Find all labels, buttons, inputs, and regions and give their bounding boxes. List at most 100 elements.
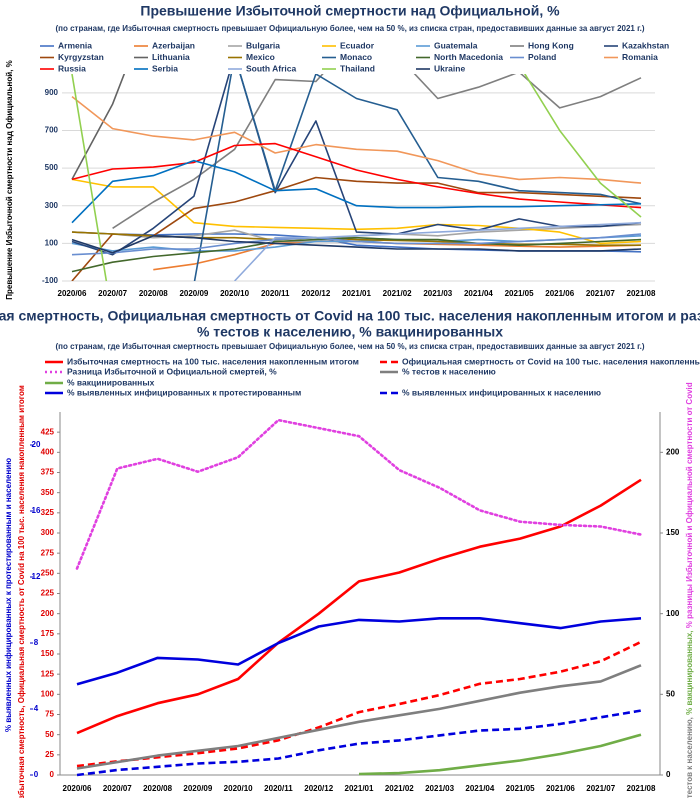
- legend-label: Mexico: [246, 52, 275, 62]
- x-tick-label: 2020/07: [103, 784, 132, 793]
- x-tick-label: 2021/01: [345, 784, 374, 793]
- x-tick-label: 2020/07: [98, 289, 127, 298]
- legend-label: % вакцинированных: [67, 377, 155, 387]
- x-tick-label: 2021/06: [545, 289, 574, 298]
- x-tick-label: 2020/11: [261, 289, 290, 298]
- legend-label: Избыточная смертность на 100 тыс. населе…: [67, 356, 359, 366]
- legend-label: Russia: [58, 63, 86, 73]
- y2-tick-label: 50: [666, 689, 675, 698]
- x-tick-label: 2020/09: [183, 784, 212, 793]
- y-tick-label: 175: [41, 629, 55, 638]
- legend-label: Bulgaria: [246, 40, 280, 50]
- x-tick-label: 2020/06: [63, 784, 92, 793]
- y3-tick-label: 4: [34, 704, 39, 713]
- legend-label: South Africa: [246, 63, 296, 73]
- x-tick-label: 2021/08: [627, 289, 656, 298]
- x-tick-label: 2021/05: [505, 289, 534, 298]
- y-tick-label: 300: [45, 201, 59, 210]
- y-tick-label: 50: [45, 730, 54, 739]
- chart-title: % тестов к населению, % вакцинированных: [197, 324, 503, 340]
- x-tick-label: 2020/12: [304, 784, 333, 793]
- y-tick-label: 200: [41, 609, 55, 618]
- y2-tick-label: 100: [666, 609, 680, 618]
- legend-label: % выявленных инфицированных к протестиро…: [67, 387, 301, 397]
- y-tick-label: 700: [45, 126, 59, 135]
- y-tick-label: 300: [41, 528, 55, 537]
- series-line: [71, 142, 642, 209]
- y2-axis-label: % тестов к населению, % вакцинированных,…: [685, 382, 694, 798]
- y3-tick-label: 16: [32, 506, 41, 515]
- y-tick-label: 100: [41, 689, 55, 698]
- legend-label: Azerbaijan: [152, 40, 195, 50]
- series-line: [71, 236, 642, 273]
- x-tick-label: 2020/09: [179, 289, 208, 298]
- series-line: [76, 617, 642, 686]
- y-tick-label: 250: [41, 568, 55, 577]
- legend-label: Kazakhstan: [622, 40, 669, 50]
- series-line: [71, 159, 642, 224]
- chart-subtitle: (по странам, где Избыточная смертность п…: [55, 342, 644, 351]
- series-line: [71, 95, 642, 184]
- y-tick-label: 25: [45, 750, 54, 759]
- x-tick-label: 2020/11: [264, 784, 293, 793]
- legend-label: Kyrgyzstan: [58, 52, 104, 62]
- y3-axis-label: % выявленных инфицированных к протестиро…: [4, 458, 13, 732]
- y2-tick-label: 200: [666, 447, 680, 456]
- x-tick-label: 2020/12: [301, 289, 330, 298]
- x-tick-label: 2021/04: [465, 784, 494, 793]
- y-tick-label: 500: [45, 163, 59, 172]
- chart-title: Избыточная смертность, Официальная смерт…: [0, 308, 700, 324]
- plot-area: [71, 74, 642, 281]
- series-line: [71, 178, 642, 245]
- series-line: [71, 176, 642, 281]
- chart-subtitle: (по странам, где Избыточная смертность п…: [55, 24, 644, 33]
- series-line: [193, 74, 642, 281]
- x-tick-label: 2021/07: [586, 289, 615, 298]
- x-tick-label: 2020/10: [220, 289, 249, 298]
- y-tick-label: 225: [41, 589, 55, 598]
- y2-tick-label: 0: [666, 770, 671, 779]
- legend-label: Thailand: [340, 63, 375, 73]
- y-tick-label: 900: [45, 88, 59, 97]
- plot-area: [75, 418, 643, 777]
- series-line: [75, 418, 643, 570]
- legend-label: Serbia: [152, 63, 178, 73]
- legend-label: Romania: [622, 52, 658, 62]
- y-tick-label: 125: [41, 669, 55, 678]
- x-tick-label: 2021/05: [506, 784, 535, 793]
- y3-tick-label: 0: [34, 770, 39, 779]
- y-tick-label: 100: [45, 238, 59, 247]
- legend-label: Poland: [528, 52, 556, 62]
- y-tick-label: 275: [41, 548, 55, 557]
- series-line: [358, 733, 642, 776]
- y-tick-label: 325: [41, 508, 55, 517]
- x-tick-label: 2021/02: [383, 289, 412, 298]
- legend-label: North Macedonia: [434, 52, 503, 62]
- legend-label: Monaco: [340, 52, 372, 62]
- x-tick-label: 2020/08: [139, 289, 168, 298]
- series-line: [71, 74, 642, 256]
- y2-label-part: % вакцинированных,: [685, 628, 694, 715]
- y-tick-label: 425: [41, 427, 55, 436]
- legend-label: Lithuania: [152, 52, 190, 62]
- y3-tick-label: 20: [32, 440, 41, 449]
- y-tick-label: 375: [41, 468, 55, 477]
- chart-title: Превышение Избыточной смертности над Офи…: [140, 3, 560, 19]
- legend-label: Guatemala: [434, 40, 478, 50]
- x-tick-label: 2021/03: [423, 289, 452, 298]
- legend-label: Разница Избыточной и Официальной смертей…: [67, 366, 277, 376]
- y-axis-label: Превышение Избыточной смертности над Офи…: [5, 60, 14, 300]
- y2-tick-label: 150: [666, 528, 680, 537]
- y2-label-part: % разницы Избыточной и Официальной смерт…: [685, 382, 694, 628]
- series-line: [76, 709, 642, 777]
- x-tick-label: 2021/06: [546, 784, 575, 793]
- y-axis-label: Избыточная смертность, Официальная смерт…: [17, 385, 26, 798]
- y3-tick-label: 8: [34, 638, 39, 647]
- x-tick-label: 2021/08: [627, 784, 656, 793]
- legend-label: Hong Kong: [528, 40, 574, 50]
- legend-label: Официальная смертность от Covid на 100 т…: [402, 356, 700, 366]
- x-tick-label: 2020/10: [224, 784, 253, 793]
- series-line: [71, 233, 642, 256]
- series-line: [76, 640, 642, 768]
